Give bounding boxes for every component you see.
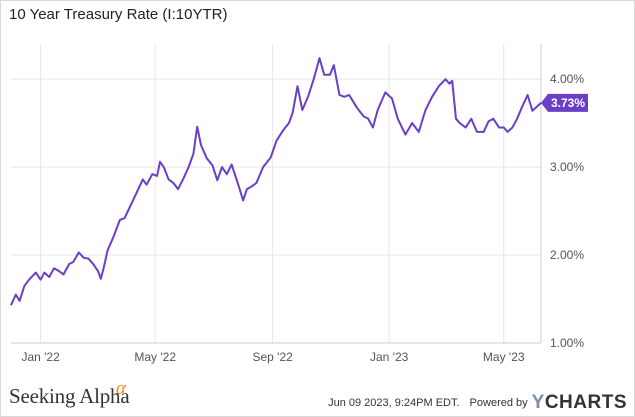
x-tick-label: Sep '22 <box>252 350 293 364</box>
series-line <box>10 57 542 306</box>
seeking-alpha-logo: Seeking Alpha <box>9 384 130 408</box>
x-tick-label: May '22 <box>134 350 176 364</box>
y-tick-label: 4.00% <box>550 72 584 86</box>
y-tick-label: 1.00% <box>550 336 584 350</box>
series-layer <box>10 57 542 306</box>
chart-title: 10 Year Treasury Rate (I:10YTR) <box>9 6 228 23</box>
line-chart: Jan '22 May '22 Sep '22 Jan '23 May '23 1.00… <box>10 44 588 364</box>
footer-attribution: Jun 09 2023, 9:24PM EDT. Powered by YCHA… <box>328 392 627 414</box>
last-value-badge <box>541 93 588 112</box>
alpha-logo-mark: α <box>116 378 126 399</box>
last-value-label: 3.73% <box>551 96 585 110</box>
ycharts-logo-text: CHARTS <box>544 392 627 413</box>
footer-powered-by: Powered by <box>469 397 528 409</box>
y-axis-labels: 1.00% 2.00% 3.00% 4.00% <box>550 72 584 350</box>
plot-area-border <box>11 44 542 344</box>
footer-timestamp: Jun 09 2023, 9:24PM EDT. <box>328 397 460 409</box>
y-gridlines <box>11 78 541 344</box>
x-axis-labels: Jan '22 May '22 Sep '22 Jan '23 May '23 <box>21 350 524 364</box>
x-tick-label: Jan '22 <box>21 350 60 364</box>
x-gridlines <box>40 44 505 343</box>
x-tick-label: May '23 <box>483 350 525 364</box>
y-tick-label: 3.00% <box>550 160 584 174</box>
last-value-badge-group: 3.73% <box>541 93 588 112</box>
y-tick-label: 2.00% <box>550 248 584 262</box>
ycharts-logo-y: Y <box>531 392 545 413</box>
x-tick-label: Jan '23 <box>370 350 409 364</box>
ycharts-logo: YCHARTS <box>532 392 627 414</box>
